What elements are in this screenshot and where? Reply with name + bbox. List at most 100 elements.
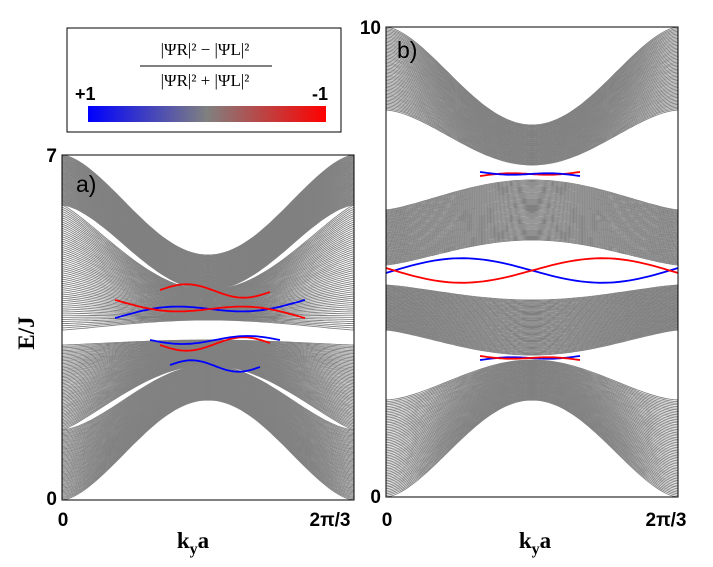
panel-a: a) 7 0 0 2π/3 kya E/J	[14, 146, 355, 558]
bulk-band-line	[386, 46, 678, 135]
bulk-band-line	[386, 89, 678, 156]
bulk-band-line	[386, 395, 678, 488]
panel-a-label: a)	[76, 171, 96, 197]
colorbar-formula-denominator: |ΨR|² + |ΨL|²	[161, 71, 250, 90]
bulk-band-line	[62, 383, 354, 469]
bulk-band-line	[386, 226, 678, 254]
panel-b-label: b)	[397, 37, 417, 63]
bulk-band-line	[386, 30, 678, 128]
bulk-band-line	[62, 204, 354, 291]
bulk-band-line	[62, 372, 354, 448]
bulk-band-line	[62, 398, 354, 500]
panel-a-ytick-top: 7	[46, 146, 57, 167]
bulk-band-line	[386, 394, 678, 486]
bulk-band-line	[386, 54, 678, 140]
bulk-band-line	[62, 318, 354, 325]
bulk-band-line	[386, 200, 678, 231]
bulk-band-line	[62, 197, 354, 286]
bulk-band-line	[386, 196, 678, 227]
bulk-band-line	[386, 305, 678, 327]
bulk-band-line	[62, 378, 354, 459]
bulk-band-line	[62, 393, 354, 489]
bulk-band-line	[386, 387, 678, 468]
bulk-band-line	[62, 196, 354, 285]
bulk-band-line	[386, 99, 678, 161]
bulk-band-line	[386, 381, 678, 454]
bulk-band-line	[386, 228, 678, 256]
bulk-band-line	[62, 278, 354, 309]
bulk-band-line	[62, 342, 354, 356]
bulk-band-line	[62, 347, 354, 373]
bulk-band-line	[386, 295, 678, 315]
bulk-band-line	[62, 242, 354, 300]
bulk-band-line	[62, 251, 354, 302]
bulk-band-line	[386, 316, 678, 340]
bulk-band-line	[386, 310, 678, 333]
bulk-band-line	[62, 189, 354, 280]
bulk-band-line	[62, 393, 354, 488]
bulk-band-line	[62, 165, 354, 264]
bulk-band-line	[62, 194, 354, 284]
bulk-band-line	[386, 312, 678, 335]
bulk-band-line	[62, 234, 354, 298]
bulk-band-line	[62, 193, 354, 283]
bulk-band-line	[62, 398, 354, 499]
bulk-band-line	[386, 376, 678, 442]
bulk-band-line	[62, 270, 354, 307]
bulk-band-line	[62, 397, 354, 496]
bulk-band-line	[386, 362, 678, 409]
bulk-band-line	[386, 180, 678, 212]
bulk-band-line	[386, 327, 678, 353]
bulk-band-line	[386, 320, 678, 345]
bulk-band-line	[386, 386, 678, 467]
bulk-band-line	[62, 236, 354, 299]
bulk-band-line	[62, 155, 354, 257]
bulk-band-line	[386, 203, 678, 233]
bulk-band-line	[386, 390, 678, 477]
bulk-band-line	[386, 77, 678, 150]
bulk-band-line	[386, 315, 678, 339]
bulk-band-line	[386, 225, 678, 253]
bulk-band-line	[62, 213, 354, 293]
bulk-band-line	[386, 308, 678, 330]
bulk-band-line	[62, 387, 354, 476]
bulk-band-line	[62, 164, 354, 263]
bulk-band-line	[386, 324, 678, 349]
bulk-band-line	[386, 212, 678, 241]
bulk-band-line	[386, 70, 678, 147]
bulk-band-line	[386, 182, 678, 214]
bulk-band-line	[386, 388, 678, 470]
bulk-band-line	[62, 372, 354, 446]
bulk-band-line	[62, 240, 354, 300]
bulk-band-line	[386, 321, 678, 346]
bulk-band-line	[386, 95, 678, 159]
bulk-band-line	[386, 362, 678, 408]
bulk-band-line	[386, 318, 678, 342]
bulk-band-line	[62, 155, 354, 256]
bulk-band-line	[386, 47, 678, 136]
bulk-band-line	[62, 369, 354, 442]
panel-b-xtick-left: 0	[382, 510, 393, 531]
bulk-band-line	[62, 265, 354, 306]
bulk-band-line	[62, 176, 354, 271]
bulk-band-line	[62, 171, 354, 268]
bulk-band-line	[386, 383, 678, 458]
bulk-band-line	[386, 199, 678, 230]
bulk-band-line	[386, 312, 678, 335]
bulk-band-line	[62, 268, 354, 306]
bulk-band-line	[386, 232, 678, 259]
bulk-band-line	[386, 233, 678, 260]
bulk-band-line	[386, 56, 678, 140]
bulk-band-line	[62, 175, 354, 271]
bulk-band-line	[386, 289, 678, 307]
bulk-band-line	[386, 181, 678, 213]
edge-state-blue	[169, 359, 261, 373]
bulk-band-line	[386, 188, 678, 219]
bulk-band-line	[386, 43, 678, 134]
bulk-band-line	[386, 64, 678, 144]
bulk-band-line	[386, 293, 678, 312]
bulk-band-line	[62, 168, 354, 265]
bulk-band-line	[62, 257, 354, 304]
bulk-band-line	[386, 68, 678, 146]
bulk-band-line	[386, 374, 678, 437]
